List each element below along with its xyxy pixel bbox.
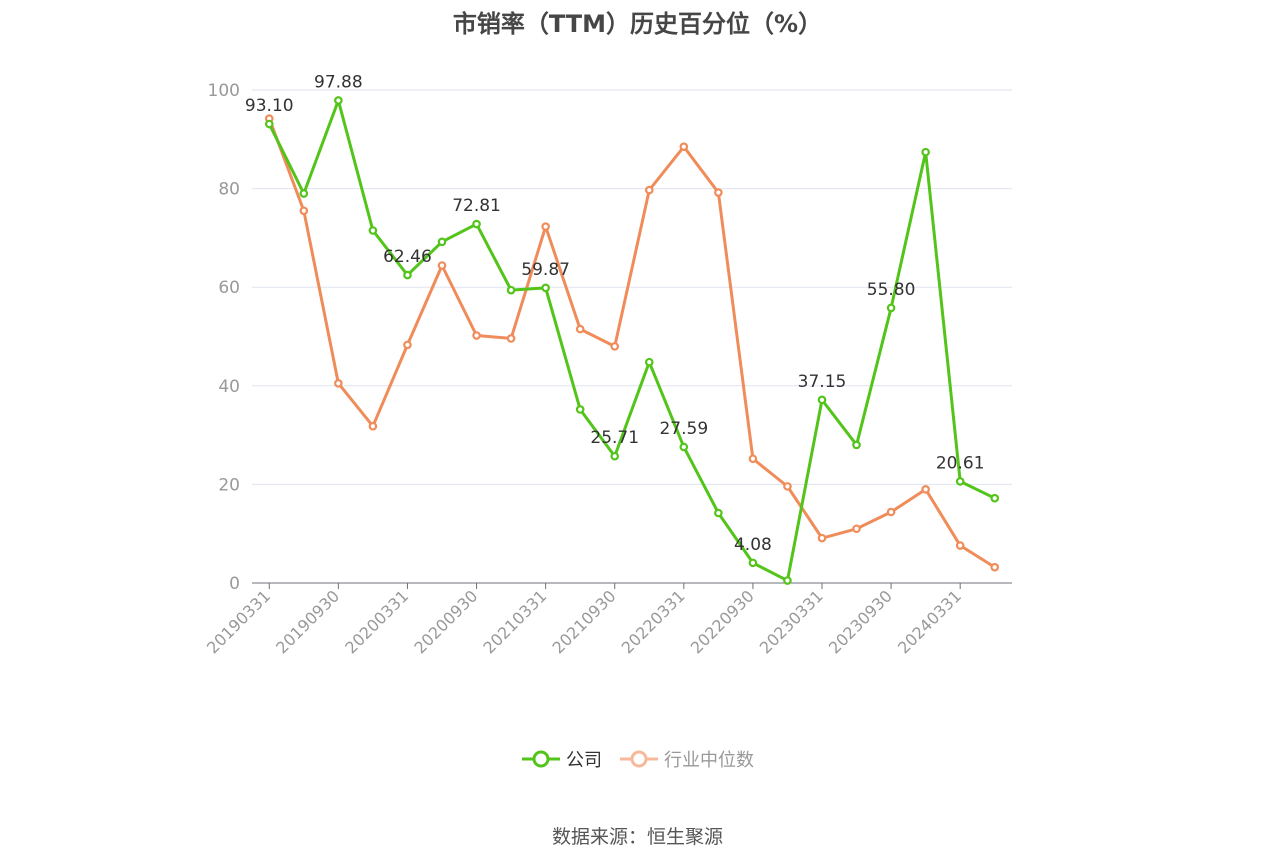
x-tick-label: 20200930 [410, 586, 481, 657]
chart-title: 市销率（TTM）历史百分位（%） [452, 10, 823, 38]
data-point [714, 188, 723, 197]
data-label: 20.61 [936, 453, 985, 473]
data-point [506, 285, 516, 295]
data-label: 37.15 [798, 372, 847, 392]
data-point [817, 533, 827, 543]
data-label: 72.81 [452, 196, 501, 216]
data-point [437, 237, 447, 247]
legend-item-industry-median[interactable]: 行业中位数 [620, 744, 754, 774]
x-tick-label: 20240331 [894, 586, 965, 657]
data-point [334, 379, 343, 388]
legend-item-company[interactable]: 公司 [522, 744, 602, 774]
data-point [886, 507, 896, 517]
legend-company-icon [522, 750, 560, 768]
data-point [679, 442, 689, 452]
data-point [334, 96, 343, 105]
data-point [299, 206, 309, 216]
x-tick-label: 20220930 [687, 586, 758, 657]
data-point [299, 189, 309, 198]
legend: 公司 行业中位数 [0, 744, 1275, 774]
y-tick-label: 40 [218, 377, 240, 397]
y-tick-label: 100 [208, 81, 240, 101]
data-label: 62.46 [383, 247, 432, 267]
data-point [644, 185, 654, 195]
legend-industry-median-icon [620, 750, 658, 768]
data-point [921, 485, 930, 494]
data-point [886, 303, 896, 313]
data-point [955, 477, 965, 486]
x-tick-label: 20200331 [341, 586, 412, 657]
data-point [852, 524, 861, 534]
data-label: 59.87 [521, 260, 570, 280]
data-point [403, 270, 412, 280]
data-point [437, 261, 447, 270]
data-point [990, 562, 1000, 572]
data-label: 55.80 [867, 280, 916, 300]
series-line-company [267, 98, 996, 583]
data-point [679, 142, 689, 151]
data-point [368, 421, 378, 431]
data-point [506, 334, 516, 343]
data-point [541, 222, 550, 231]
data-point [783, 576, 792, 585]
data-point [748, 558, 758, 568]
data-point [541, 283, 550, 293]
x-tick-label: 20190331 [203, 586, 274, 657]
data-point [610, 451, 620, 461]
x-tick-label: 20230930 [825, 586, 896, 657]
data-point [852, 440, 861, 450]
data-point [472, 219, 481, 229]
legend-label-company: 公司 [566, 750, 602, 771]
data-point [990, 493, 1000, 503]
data-point [575, 405, 585, 414]
series-line-industry-median [267, 118, 996, 569]
x-tick-label: 20210331 [479, 586, 550, 657]
data-source: 数据来源：恒生聚源 [551, 826, 723, 848]
data-point [644, 357, 654, 367]
x-tick-label: 20190930 [272, 586, 343, 657]
data-point [472, 331, 481, 340]
data-point [610, 342, 620, 351]
data-point [264, 119, 274, 129]
data-point [921, 147, 930, 157]
data-label: 27.59 [659, 419, 708, 439]
data-point [817, 395, 827, 405]
y-tick-label: 60 [218, 278, 240, 298]
x-tick-label: 20210930 [549, 586, 620, 657]
data-point [403, 340, 412, 350]
data-label: 4.08 [734, 535, 772, 555]
data-point [714, 508, 723, 518]
data-label: 25.71 [590, 428, 639, 448]
data-point [368, 226, 378, 235]
data-point [575, 324, 585, 334]
y-tick-label: 80 [218, 180, 240, 200]
legend-label-industry-median: 行业中位数 [664, 750, 754, 771]
y-tick-label: 20 [218, 475, 240, 495]
data-point [783, 482, 792, 491]
y-tick-label: 0 [229, 574, 240, 594]
x-tick-label: 20230331 [756, 586, 827, 657]
data-label: 93.10 [245, 96, 294, 116]
x-tick-label: 20220331 [618, 586, 689, 657]
data-label: 97.88 [314, 72, 363, 92]
data-point [748, 454, 758, 464]
data-point [955, 541, 965, 550]
